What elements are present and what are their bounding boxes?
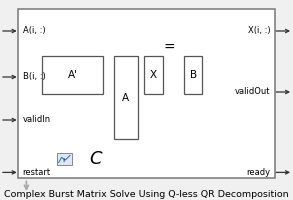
Bar — [18, 9, 275, 178]
Text: fi: fi — [63, 158, 67, 163]
Bar — [57, 153, 72, 165]
Text: A(i, :): A(i, :) — [23, 26, 45, 36]
Text: B: B — [190, 70, 197, 80]
Text: validIn: validIn — [23, 116, 51, 124]
Text: validOut: validOut — [235, 88, 270, 97]
Bar — [144, 56, 163, 94]
Bar — [184, 56, 202, 94]
Text: ready: ready — [246, 168, 270, 177]
Bar — [42, 56, 103, 94]
Text: A': A' — [67, 70, 78, 80]
Text: Complex Burst Matrix Solve Using Q-less QR Decomposition: Complex Burst Matrix Solve Using Q-less … — [4, 190, 289, 199]
Text: restart: restart — [23, 168, 51, 177]
Text: B(i, :): B(i, :) — [23, 72, 45, 82]
Text: X: X — [149, 70, 157, 80]
Text: X(i, :): X(i, :) — [248, 26, 270, 36]
Text: =: = — [163, 40, 175, 54]
Text: A: A — [122, 92, 129, 103]
Text: C: C — [89, 150, 102, 168]
Bar — [114, 56, 138, 139]
